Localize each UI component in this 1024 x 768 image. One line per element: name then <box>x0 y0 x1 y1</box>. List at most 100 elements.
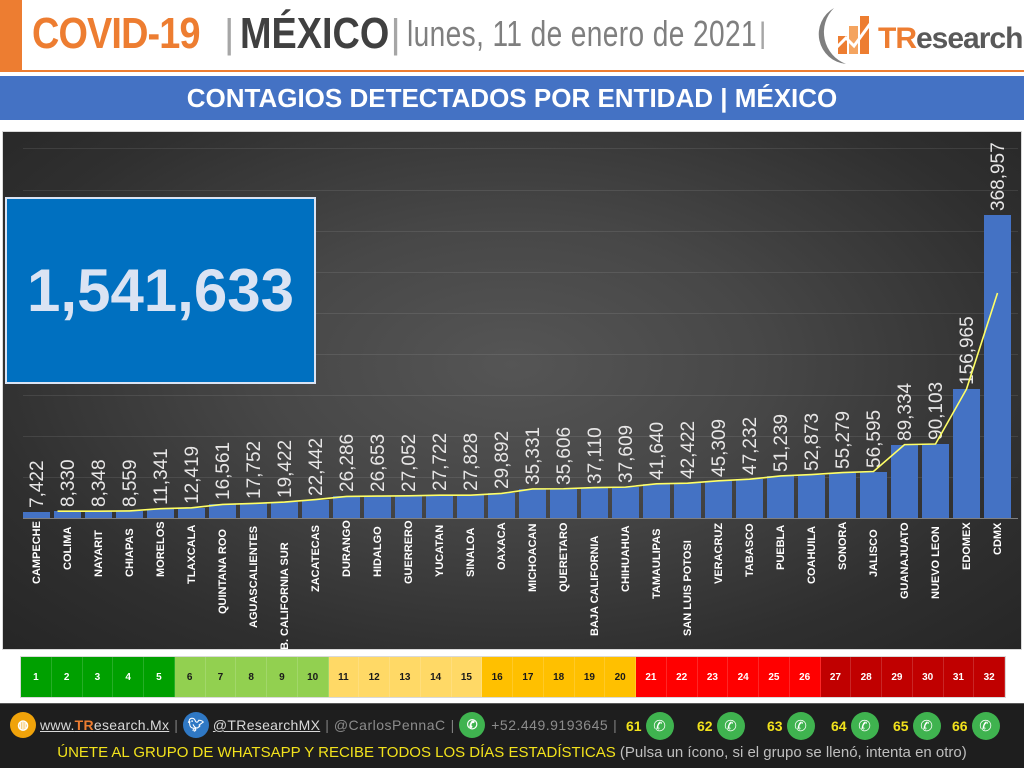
bar <box>643 483 670 518</box>
bar <box>333 496 360 518</box>
scale-cell: 16 <box>482 657 513 697</box>
scale-cell: 14 <box>420 657 452 697</box>
scale-cell: 12 <box>359 657 390 697</box>
footer-cta: ÚNETE AL GRUPO DE WHATSAPP Y RECIBE TODO… <box>0 744 1024 761</box>
scale-cell: 4 <box>113 657 144 697</box>
bar <box>860 471 887 518</box>
bar <box>519 488 546 518</box>
twitter-icon[interactable]: 🐦︎ <box>182 712 209 738</box>
gridline <box>23 353 1018 355</box>
total-cases-box: 1,541,633 <box>5 197 316 384</box>
whatsapp-icon[interactable]: ✆ <box>971 712 1000 740</box>
phone-number: +52.449.9193645 <box>491 717 609 733</box>
total-cases-value: 1,541,633 <box>27 257 294 324</box>
gridline <box>23 312 1018 314</box>
phone-icon: ✆ <box>459 712 486 738</box>
twitter-personal: @CarlosPennaC <box>333 717 446 733</box>
website-link[interactable]: www.TResearch.Mx <box>40 717 170 733</box>
whatsapp-group-button[interactable]: 62 ✆ <box>697 712 745 740</box>
scale-cell: 19 <box>574 657 606 697</box>
bar <box>705 480 732 518</box>
whatsapp-icon[interactable]: ✆ <box>912 712 941 740</box>
scale-cell: 8 <box>236 657 267 697</box>
scale-cell: 22 <box>666 657 698 697</box>
whatsapp-group-button[interactable]: 65 ✆ <box>893 712 941 740</box>
logo-text: TResearch <box>878 22 1023 55</box>
chart-title: CONTAGIOS DETECTADOS POR ENTIDAD | MÉXIC… <box>186 82 838 113</box>
bar <box>23 511 50 518</box>
scale-cell: 26 <box>789 657 821 697</box>
bar <box>922 444 949 518</box>
scale-cell: 7 <box>205 657 237 697</box>
title-separator: | <box>390 11 401 56</box>
bar <box>178 507 205 518</box>
bar <box>426 495 453 518</box>
bar <box>54 511 81 518</box>
bar <box>736 479 763 518</box>
footer-separator: | <box>174 717 178 733</box>
whatsapp-group-button[interactable]: 66 ✆ <box>952 712 1000 740</box>
trendline <box>57 292 999 512</box>
gridline <box>23 394 1018 396</box>
scale-cell: 32 <box>974 657 1005 697</box>
whatsapp-icon[interactable]: ✆ <box>645 712 674 740</box>
gridline <box>23 271 1018 273</box>
gridline <box>23 476 1018 478</box>
scale-cell: 21 <box>636 657 667 697</box>
bar <box>984 215 1011 518</box>
bar <box>457 495 484 518</box>
footer-separator: | <box>325 717 329 733</box>
whatsapp-icon[interactable]: ✆ <box>850 712 879 740</box>
scale-cell: 29 <box>882 657 913 697</box>
ranking-scale: 1 2 3 4 5 6 7 8 9 10 11 12 13 14 15 16 17 18 19 20 21 22 23 24 2… <box>20 656 1006 698</box>
header-title-row: COVID-19 | MÉXICO | lunes, 11 de enero d… <box>32 6 773 62</box>
bar <box>302 499 329 518</box>
scale-cell: 2 <box>51 657 83 697</box>
title-date: lunes, 11 de enero de 2021 <box>406 13 757 54</box>
cta-note: (Pulsa un ícono, si el grupo se llenó, i… <box>619 744 967 761</box>
header: COVID-19 | MÉXICO | lunes, 11 de enero d… <box>0 0 1024 72</box>
bar-chart: 7,422 CAMPECHE 8,330 COLIMA 8,348 NAYARIT 8,55… <box>2 131 1022 650</box>
x-axis <box>23 518 1018 519</box>
whatsapp-group-button[interactable]: 64 ✆ <box>831 712 879 740</box>
gridline <box>23 435 1018 437</box>
footer-separator: | <box>613 717 617 733</box>
bar <box>271 502 298 518</box>
whatsapp-group-button[interactable]: 63 ✆ <box>767 712 815 740</box>
tresearch-logo: TResearch <box>816 2 1024 68</box>
title-separator: | <box>224 11 235 56</box>
scale-cell: 15 <box>451 657 483 697</box>
bar <box>891 444 918 518</box>
scale-cell: 6 <box>174 657 206 697</box>
bar <box>488 493 515 518</box>
scale-cell: 1 <box>21 657 52 697</box>
bar <box>395 495 422 518</box>
whatsapp-icon[interactable]: ✆ <box>716 712 745 740</box>
scale-cell: 3 <box>82 657 114 697</box>
scale-cell: 11 <box>328 657 360 697</box>
bar <box>85 511 112 518</box>
footer: ◍ www.TResearch.Mx | 🐦︎ @TResearchMX | @… <box>0 703 1024 768</box>
scale-cell: 5 <box>144 657 175 697</box>
logo-chart-icon <box>818 8 872 64</box>
bar <box>116 510 143 518</box>
whatsapp-group-number: 63 <box>767 718 783 734</box>
scale-cell: 28 <box>851 657 882 697</box>
twitter-link[interactable]: @TResearchMX <box>212 717 321 733</box>
bar <box>674 483 701 518</box>
bar <box>798 474 825 518</box>
scale-cell: 10 <box>297 657 329 697</box>
scale-cell: 27 <box>820 657 852 697</box>
bar <box>209 504 236 518</box>
globe-icon: ◍ <box>10 712 36 738</box>
scale-cell: 31 <box>943 657 975 697</box>
whatsapp-group-button[interactable]: 61 ✆ <box>626 712 674 740</box>
whatsapp-group-number: 61 <box>626 718 642 734</box>
header-accent-strip <box>0 0 22 72</box>
gridline <box>23 230 1018 232</box>
footer-separator: | <box>450 717 455 733</box>
bar <box>550 488 577 518</box>
bar <box>364 496 391 518</box>
whatsapp-icon[interactable]: ✆ <box>786 712 815 740</box>
scale-cell: 20 <box>605 657 636 697</box>
